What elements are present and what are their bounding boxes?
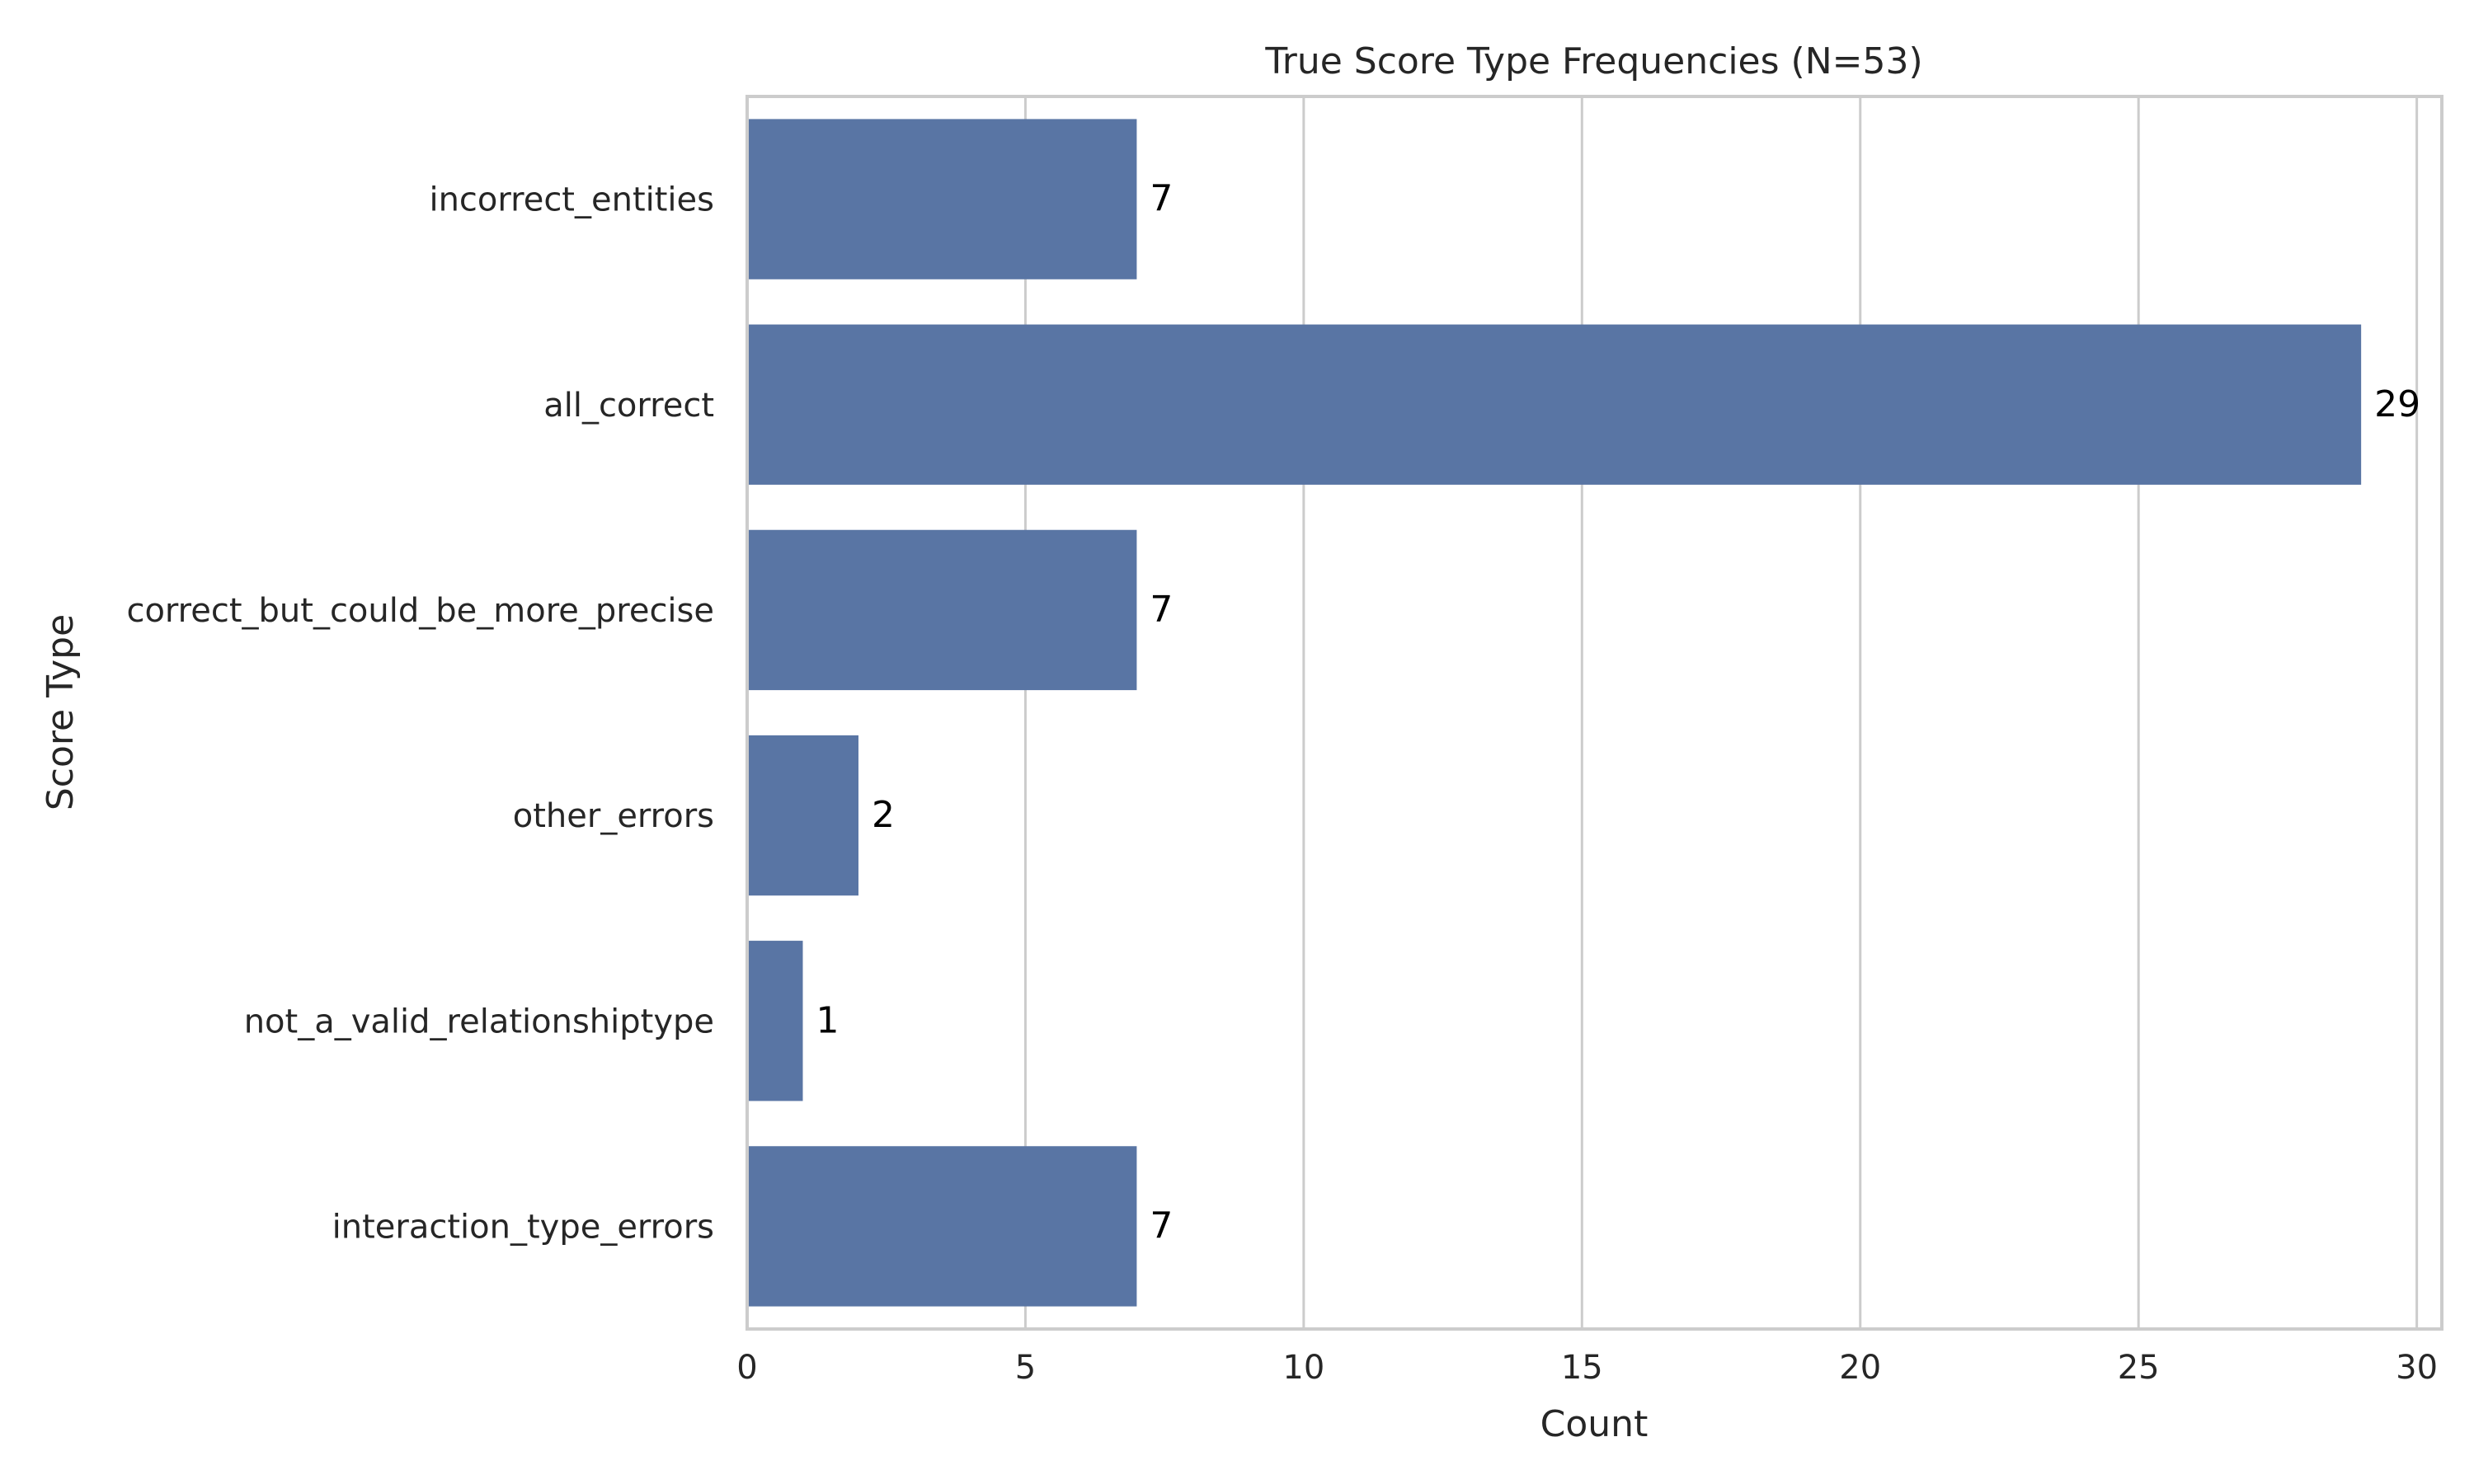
bar: [747, 119, 1137, 279]
data-label: 1: [816, 999, 839, 1041]
x-tick-labels: 0 5 10 15 20 25 30: [736, 1349, 2438, 1387]
y-tick-label: correct_but_could_be_more_precise: [126, 592, 714, 630]
y-tick-label: other_errors: [513, 797, 714, 835]
y-tick-label: incorrect_entities: [429, 181, 714, 219]
y-tick-label: interaction_type_errors: [332, 1208, 714, 1246]
data-label: 7: [1150, 1205, 1173, 1247]
data-label: 7: [1150, 589, 1173, 631]
x-tick-label: 20: [1839, 1349, 1881, 1387]
data-label: 29: [2374, 383, 2420, 425]
bars: [747, 119, 2362, 1307]
x-tick-label: 15: [1561, 1349, 1603, 1387]
gridlines: [745, 96, 2419, 1329]
x-tick-label: 30: [2396, 1349, 2438, 1387]
data-labels: 7 29 7 2 1 7: [816, 178, 2420, 1247]
x-tick-label: 10: [1282, 1349, 1324, 1387]
bar: [747, 735, 858, 896]
data-label: 7: [1150, 178, 1173, 220]
bar: [747, 529, 1137, 691]
x-tick-label: 0: [736, 1349, 757, 1387]
x-tick-label: 5: [1015, 1349, 1036, 1387]
data-label: 2: [872, 794, 895, 836]
x-axis-label: Count: [1540, 1403, 1649, 1445]
x-tick-label: 25: [2118, 1349, 2160, 1387]
y-tick-label: not_a_valid_relationshiptype: [244, 1003, 714, 1040]
chart-title: True Score Type Frequencies (N=53): [1264, 40, 1922, 82]
bar: [747, 324, 2362, 485]
y-axis-label: Score Type: [40, 614, 82, 810]
plot-frame: [745, 95, 2443, 1331]
bar: [747, 941, 803, 1101]
bar: [747, 1146, 1137, 1307]
y-tick-label: all_correct: [543, 387, 714, 425]
y-tick-labels: incorrect_entities all_correct correct_but…: [126, 181, 714, 1247]
